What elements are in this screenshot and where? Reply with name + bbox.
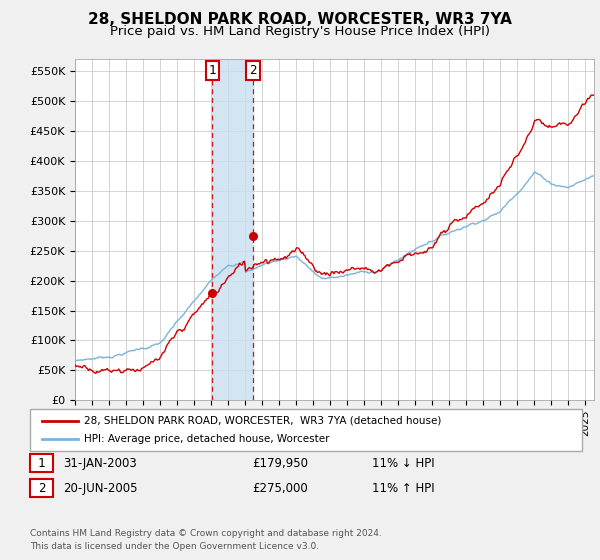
Text: 2: 2: [249, 64, 257, 77]
Text: 11% ↑ HPI: 11% ↑ HPI: [372, 482, 434, 495]
Bar: [212, 59, 253, 400]
Text: 1: 1: [209, 64, 216, 77]
Text: 1: 1: [38, 456, 45, 470]
Text: £275,000: £275,000: [252, 482, 308, 495]
Text: £179,950: £179,950: [252, 456, 308, 470]
Text: 11% ↓ HPI: 11% ↓ HPI: [372, 456, 434, 470]
Text: 20-JUN-2005: 20-JUN-2005: [63, 482, 137, 495]
Text: Contains HM Land Registry data © Crown copyright and database right 2024.
This d: Contains HM Land Registry data © Crown c…: [30, 529, 382, 550]
Text: Price paid vs. HM Land Registry's House Price Index (HPI): Price paid vs. HM Land Registry's House …: [110, 25, 490, 38]
Text: 28, SHELDON PARK ROAD, WORCESTER, WR3 7YA: 28, SHELDON PARK ROAD, WORCESTER, WR3 7Y…: [88, 12, 512, 27]
Text: HPI: Average price, detached house, Worcester: HPI: Average price, detached house, Worc…: [84, 434, 329, 444]
Text: 2: 2: [38, 482, 45, 495]
Text: 31-JAN-2003: 31-JAN-2003: [63, 456, 137, 470]
Text: 28, SHELDON PARK ROAD, WORCESTER,  WR3 7YA (detached house): 28, SHELDON PARK ROAD, WORCESTER, WR3 7Y…: [84, 416, 442, 426]
